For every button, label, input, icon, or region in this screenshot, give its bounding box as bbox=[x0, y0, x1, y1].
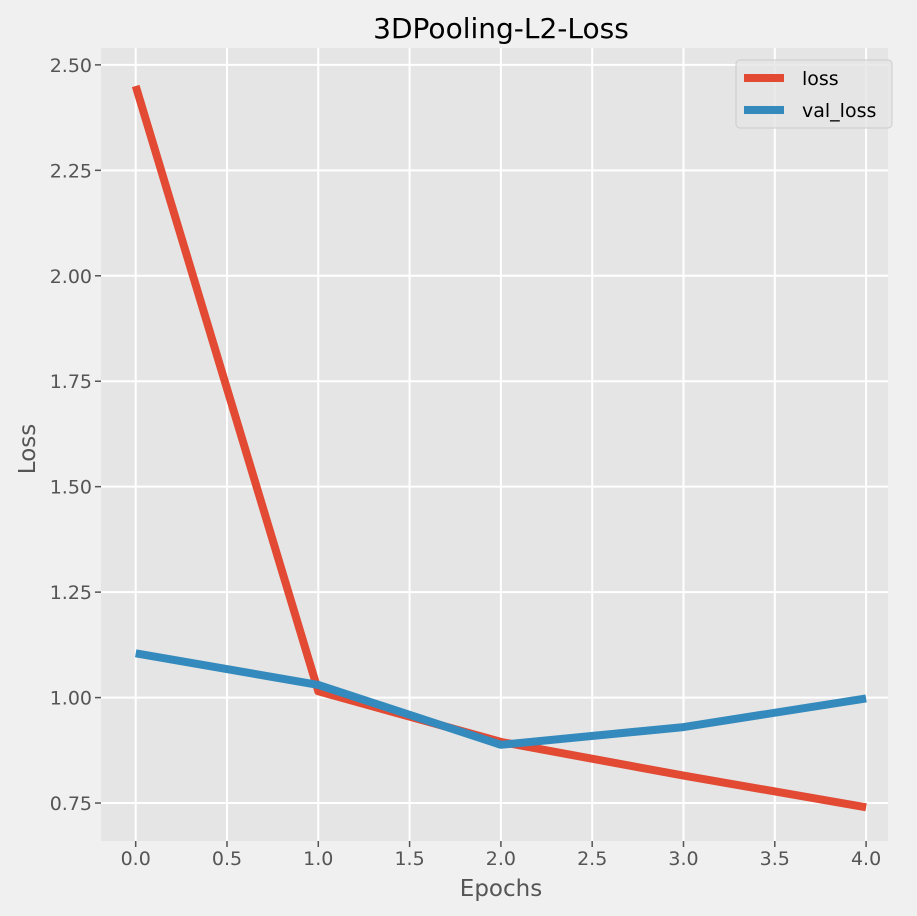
x-tick-label: 1.0 bbox=[303, 848, 333, 870]
legend: loss val_loss bbox=[735, 59, 893, 129]
y-axis-ticks: 0.75 1.00 1.25 1.50 1.75 2.00 2.25 2.50 bbox=[50, 55, 101, 815]
series-lines bbox=[131, 84, 867, 812]
y-tick-label: 1.25 bbox=[50, 582, 92, 604]
y-axis-label: Loss bbox=[15, 424, 41, 474]
y-tick-label: 0.75 bbox=[50, 793, 92, 815]
x-tick-label: 3.0 bbox=[668, 848, 698, 870]
legend-label: val_loss bbox=[802, 100, 876, 122]
x-axis-ticks: 0.0 0.5 1.0 1.5 2.0 2.5 3.0 3.5 4.0 bbox=[121, 841, 881, 870]
legend-label: loss bbox=[802, 68, 839, 90]
grid-lines bbox=[101, 48, 888, 841]
y-tick-label: 2.25 bbox=[50, 160, 92, 182]
plot-area bbox=[101, 48, 888, 841]
y-tick-label: 2.50 bbox=[50, 55, 92, 77]
x-tick-label: 0.0 bbox=[121, 848, 151, 870]
x-axis-label: Epochs bbox=[460, 876, 542, 902]
chart-title: 3DPooling-L2-Loss bbox=[373, 12, 629, 45]
x-tick-label: 3.5 bbox=[760, 848, 790, 870]
y-tick-label: 1.50 bbox=[50, 477, 92, 499]
x-tick-label: 4.0 bbox=[851, 848, 881, 870]
x-tick-label: 2.0 bbox=[486, 848, 516, 870]
y-tick-label: 2.00 bbox=[50, 266, 92, 288]
x-tick-label: 0.5 bbox=[212, 848, 242, 870]
y-tick-label: 1.75 bbox=[50, 371, 92, 393]
x-tick-label: 1.5 bbox=[394, 848, 424, 870]
y-tick-label: 1.00 bbox=[50, 688, 92, 710]
series-line-val-loss bbox=[135, 649, 867, 749]
x-tick-label: 2.5 bbox=[577, 848, 607, 870]
